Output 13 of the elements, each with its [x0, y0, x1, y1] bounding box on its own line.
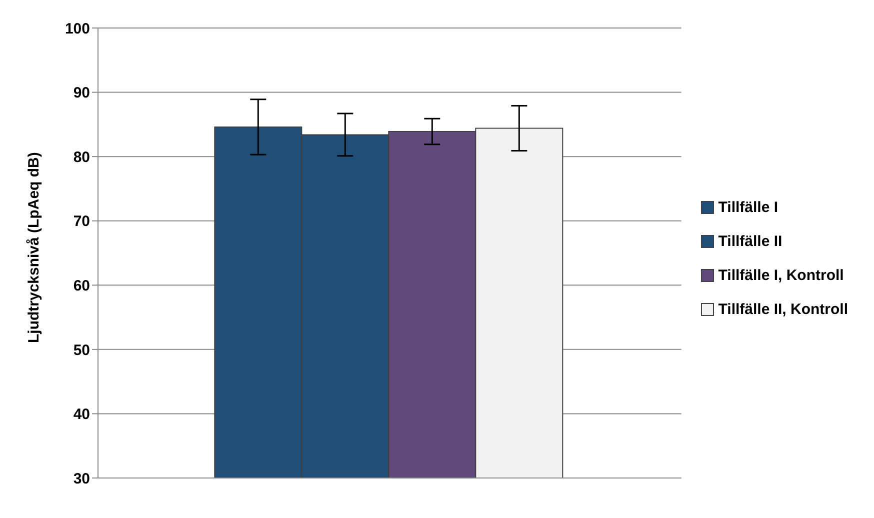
- y-tick-label: 60: [73, 277, 90, 294]
- y-tick-label: 70: [73, 213, 90, 230]
- y-tick-label: 50: [73, 342, 90, 359]
- y-tick-label: 80: [73, 148, 90, 166]
- legend-label: Tillfälle I, Kontroll: [718, 266, 844, 284]
- y-tick-label: 30: [73, 470, 90, 488]
- legend-label: Tillfälle II: [718, 232, 782, 250]
- y-tick-label: 40: [73, 406, 90, 424]
- y-axis-title: Ljudtrycksnivå (LpAeq dB): [25, 152, 42, 343]
- y-tick-label: 90: [73, 84, 90, 102]
- legend-label: Tillfälle II, Kontroll: [718, 300, 848, 318]
- y-tick-label: 100: [64, 20, 90, 38]
- legend-label: Tillfälle I: [718, 198, 778, 216]
